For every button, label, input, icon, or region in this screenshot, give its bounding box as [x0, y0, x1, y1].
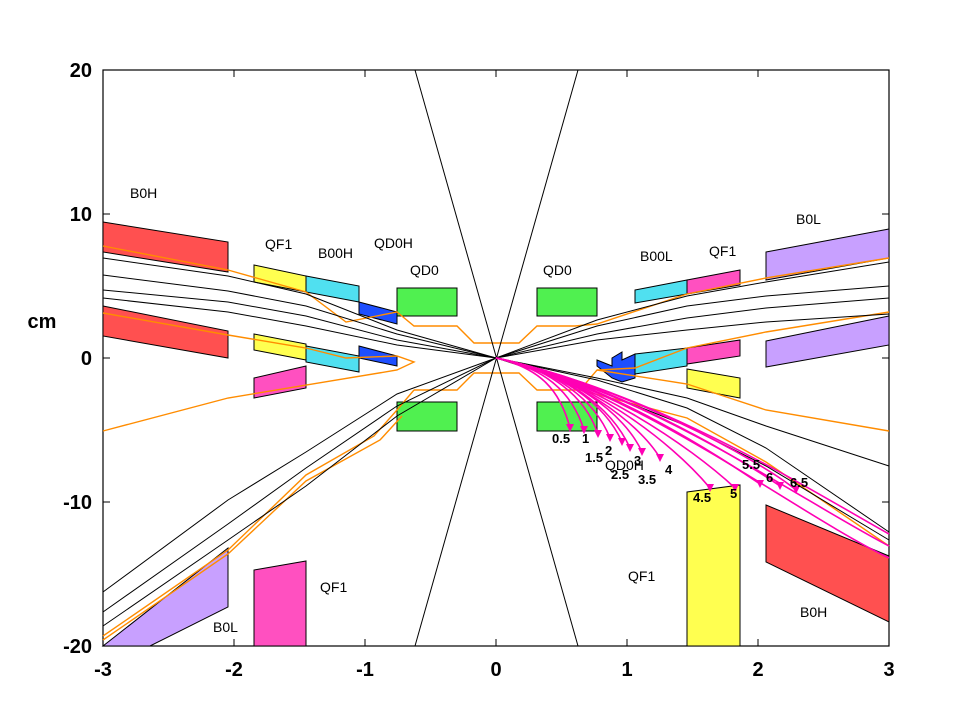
magnet-label: QD0H — [374, 235, 413, 251]
trajectory-label: 6.5 — [790, 475, 808, 490]
x-tick-label: -3 — [94, 659, 112, 681]
trajectory-label: 1 — [582, 431, 589, 446]
y-tick-label: 10 — [70, 204, 92, 226]
magnet-label: B00H — [318, 245, 353, 261]
magnet-qd0-left-bottom — [396, 401, 458, 432]
trajectory-label: 3 — [634, 453, 641, 468]
x-tick-label: 0 — [490, 659, 501, 681]
trajectory-label: 4 — [665, 462, 673, 477]
tick-marks — [103, 69, 889, 646]
magnet-qf1-pink-left — [253, 365, 307, 399]
magnet-b0l-upper-inner — [765, 315, 890, 368]
y-tick-label: 0 — [81, 348, 92, 370]
magnet-label: B0H — [130, 185, 157, 201]
magnet-labels: B0H QF1 B00H QD0H QD0 QD0 B00L QF1 B0L Q… — [130, 185, 827, 635]
y-tick-labels: 20 10 0 -10 -20 — [63, 60, 92, 658]
magnet-qf1-yellow-right — [686, 368, 741, 399]
trajectories — [495, 357, 890, 559]
trajectory-label: 4.5 — [693, 490, 711, 505]
trajectory-arrowheads — [566, 424, 800, 494]
x-tick-label: -1 — [356, 659, 374, 681]
beam-pipe — [102, 245, 890, 641]
trajectory-label: 5.5 — [742, 457, 760, 472]
magnet-label: B00L — [640, 248, 673, 264]
trajectory-label: 1.5 — [585, 450, 603, 465]
magnet-label: QF1 — [709, 243, 736, 259]
y-tick-label: 20 — [70, 60, 92, 82]
y-axis-label: cm — [28, 311, 57, 333]
magnet-label: QD0H — [605, 457, 644, 473]
magnet-qd0-left-top — [396, 287, 458, 317]
magnet-b00h-upper-inner — [305, 345, 360, 373]
magnet-label: QF1 — [628, 568, 655, 584]
magnet-label: B0L — [796, 211, 821, 227]
magnet-qf1-yellow-lower — [686, 484, 741, 647]
magnets — [101, 221, 890, 647]
trajectory-labels: 0.5 1 1.5 2 2.5 3 3.5 4 4.5 5 5.5 6 6.5 — [552, 431, 808, 505]
magnet-label: B0L — [213, 619, 238, 635]
x-tick-label: 1 — [621, 659, 632, 681]
magnet-label: QD0 — [410, 262, 439, 278]
magnet-qf1-pink-lower — [253, 560, 307, 647]
y-tick-label: -20 — [63, 636, 92, 658]
y-tick-label: -10 — [63, 492, 92, 514]
x-tick-label: 3 — [883, 659, 894, 681]
magnet-b0h-lower — [765, 504, 890, 623]
reference-lines — [102, 69, 890, 647]
magnet-qd0-right-top — [536, 287, 598, 317]
magnet-qf1-upper-right — [686, 269, 741, 295]
magnet-qd0h-upper-inner — [358, 345, 398, 367]
trajectory-label: 0.5 — [552, 431, 570, 446]
trajectory-label: 2.5 — [611, 467, 629, 482]
magnet-b0h-upper — [102, 221, 229, 273]
trajectory-label: 5 — [730, 486, 737, 501]
magnet-label: QF1 — [265, 236, 292, 252]
trajectory-label: 6 — [766, 470, 773, 485]
x-tick-label: -2 — [225, 659, 243, 681]
trajectory-label: 2 — [605, 443, 612, 458]
trajectory-label: 3.5 — [638, 472, 656, 487]
x-tick-label: 2 — [752, 659, 763, 681]
magnet-label: QF1 — [320, 579, 347, 595]
magnet-label: QD0 — [543, 262, 572, 278]
magnet-label: B0H — [800, 604, 827, 620]
magnet-qd0h-upper — [358, 301, 398, 325]
x-tick-labels: -3 -2 -1 0 1 2 3 — [94, 659, 894, 681]
